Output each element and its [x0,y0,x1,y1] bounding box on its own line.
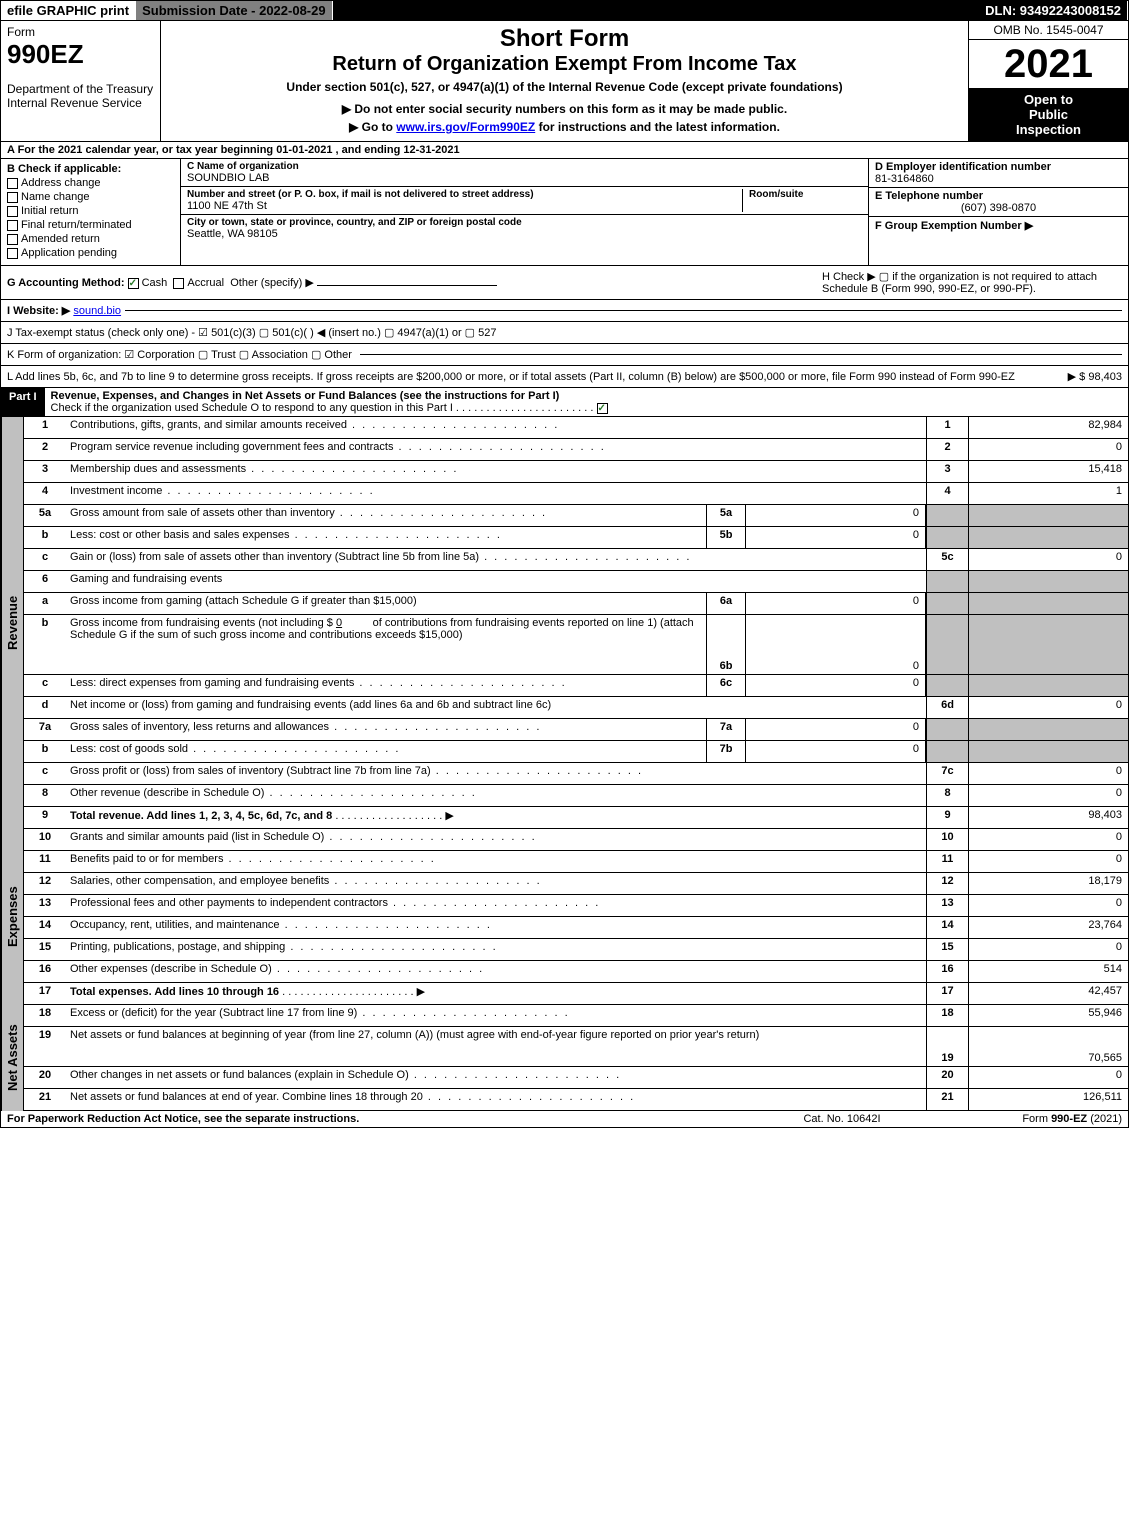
line-7b: bLess: cost of goods sold7b0 [23,741,1129,763]
org-name-label: C Name of organization [187,161,862,172]
check-cash[interactable] [128,278,139,289]
footer-right: Form 990-EZ (2021) [942,1113,1122,1125]
line-5c: cGain or (loss) from sale of assets othe… [23,549,1129,571]
tel: (607) 398-0870 [875,202,1122,214]
line-j: J Tax-exempt status (check only one) - ☑… [0,322,1129,344]
line-15: 15Printing, publications, postage, and s… [23,939,1129,961]
line-h: H Check ▶ ▢ if the organization is not r… [822,270,1122,295]
efile-label[interactable]: efile GRAPHIC print [1,1,136,20]
addr-label: Number and street (or P. O. box, if mail… [187,189,742,200]
line-k: K Form of organization: ☑ Corporation ▢ … [0,344,1129,366]
ein-label: D Employer identification number [875,161,1122,173]
tel-label: E Telephone number [875,190,1122,202]
line-6: 6Gaming and fundraising events [23,571,1129,593]
expenses-tab: Expenses [1,829,23,1005]
line-17: 17Total expenses. Add lines 10 through 1… [23,983,1129,1005]
col-d: D Employer identification number 81-3164… [868,159,1128,265]
col-b-header: B Check if applicable: [7,163,174,175]
website-label: I Website: ▶ [7,304,70,317]
omb-number: OMB No. 1545-0047 [969,21,1128,40]
col-c-org: C Name of organization SOUNDBIO LAB Numb… [181,159,868,265]
line-7a: 7aGross sales of inventory, less returns… [23,719,1129,741]
line-9: 9Total revenue. Add lines 1, 2, 3, 4, 5c… [23,807,1129,829]
col-b-checks: B Check if applicable: Address change Na… [1,159,181,265]
line-14: 14Occupancy, rent, utilities, and mainte… [23,917,1129,939]
line-l-text: L Add lines 5b, 6c, and 7b to line 9 to … [7,371,1068,383]
check-amended-return[interactable]: Amended return [7,233,174,245]
line-13: 13Professional fees and other payments t… [23,895,1129,917]
line-20: 20Other changes in net assets or fund ba… [23,1067,1129,1089]
ssn-warning: ▶ Do not enter social security numbers o… [167,102,962,116]
addr: 1100 NE 47th St [187,200,742,212]
line-i: I Website: ▶ sound.bio [0,300,1129,322]
line-5b: bLess: cost or other basis and sales exp… [23,527,1129,549]
check-initial-return[interactable]: Initial return [7,205,174,217]
line-11: 11Benefits paid to or for members110 [23,851,1129,873]
line-7c: cGross profit or (loss) from sales of in… [23,763,1129,785]
irs-link[interactable]: www.irs.gov/Form990EZ [396,120,535,134]
net-assets-tab: Net Assets [1,1005,23,1111]
info-grid: B Check if applicable: Address change Na… [0,159,1129,266]
line-2: 2Program service revenue including gover… [23,439,1129,461]
part-1-check[interactable] [597,403,608,414]
line-21: 21Net assets or fund balances at end of … [23,1089,1129,1111]
line-6a: aGross income from gaming (attach Schedu… [23,593,1129,615]
part-1-check-text: Check if the organization used Schedule … [51,402,453,414]
line-l: L Add lines 5b, 6c, and 7b to line 9 to … [0,366,1129,388]
line-6b: bGross income from fundraising events (n… [23,615,1129,675]
line-8: 8Other revenue (describe in Schedule O)8… [23,785,1129,807]
title-short-form: Short Form [167,25,962,53]
check-final-return[interactable]: Final return/terminated [7,219,174,231]
form-header: Form 990EZ Department of the Treasury In… [0,21,1129,142]
net-assets-section: Net Assets 18Excess or (deficit) for the… [0,1005,1129,1111]
line-g-label: G Accounting Method: [7,277,125,289]
expenses-section: Expenses 10Grants and similar amounts pa… [0,829,1129,1005]
check-accrual[interactable] [173,278,184,289]
website-link[interactable]: sound.bio [73,305,121,317]
goto-link: ▶ Go to www.irs.gov/Form990EZ for instru… [167,120,962,134]
subtitle-section: Under section 501(c), 527, or 4947(a)(1)… [167,80,962,94]
org-name: SOUNDBIO LAB [187,172,862,184]
room-label: Room/suite [749,189,862,200]
inspection-badge: Open to Public Inspection [969,88,1128,141]
form-label: Form [7,25,154,39]
line-1: 1Contributions, gifts, grants, and simil… [23,417,1129,439]
check-address-change[interactable]: Address change [7,177,174,189]
top-bar: efile GRAPHIC print Submission Date - 20… [0,0,1129,21]
line-g-h: G Accounting Method: Cash Accrual Other … [0,266,1129,300]
line-6c: cLess: direct expenses from gaming and f… [23,675,1129,697]
grp-label: F Group Exemption Number ▶ [875,219,1122,232]
line-3: 3Membership dues and assessments315,418 [23,461,1129,483]
ein: 81-3164860 [875,173,1122,185]
line-6d: dNet income or (loss) from gaming and fu… [23,697,1129,719]
part-1-label: Part I [1,388,45,416]
city-label: City or town, state or province, country… [187,217,862,228]
revenue-tab: Revenue [1,417,23,829]
line-a: A For the 2021 calendar year, or tax yea… [0,142,1129,159]
dln: DLN: 93492243008152 [979,1,1128,20]
footer-mid: Cat. No. 10642I [742,1113,942,1125]
footer-left: For Paperwork Reduction Act Notice, see … [7,1113,742,1125]
line-4: 4Investment income41 [23,483,1129,505]
city: Seattle, WA 98105 [187,228,862,240]
revenue-section: Revenue 1Contributions, gifts, grants, a… [0,417,1129,829]
part-1-header: Part I Revenue, Expenses, and Changes in… [0,388,1129,417]
check-name-change[interactable]: Name change [7,191,174,203]
check-application-pending[interactable]: Application pending [7,247,174,259]
dept-label: Department of the Treasury [7,82,154,96]
title-return: Return of Organization Exempt From Incom… [167,53,962,76]
line-19: 19Net assets or fund balances at beginni… [23,1027,1129,1067]
submission-date: Submission Date - 2022-08-29 [136,1,333,20]
line-18: 18Excess or (deficit) for the year (Subt… [23,1005,1129,1027]
line-10: 10Grants and similar amounts paid (list … [23,829,1129,851]
page-footer: For Paperwork Reduction Act Notice, see … [0,1111,1129,1128]
line-l-val: ▶ $ 98,403 [1068,370,1122,383]
irs-label: Internal Revenue Service [7,96,154,110]
line-12: 12Salaries, other compensation, and empl… [23,873,1129,895]
tax-year: 2021 [969,40,1128,88]
line-16: 16Other expenses (describe in Schedule O… [23,961,1129,983]
form-number: 990EZ [7,39,154,70]
part-1-title: Revenue, Expenses, and Changes in Net As… [51,390,1122,402]
line-5a: 5aGross amount from sale of assets other… [23,505,1129,527]
